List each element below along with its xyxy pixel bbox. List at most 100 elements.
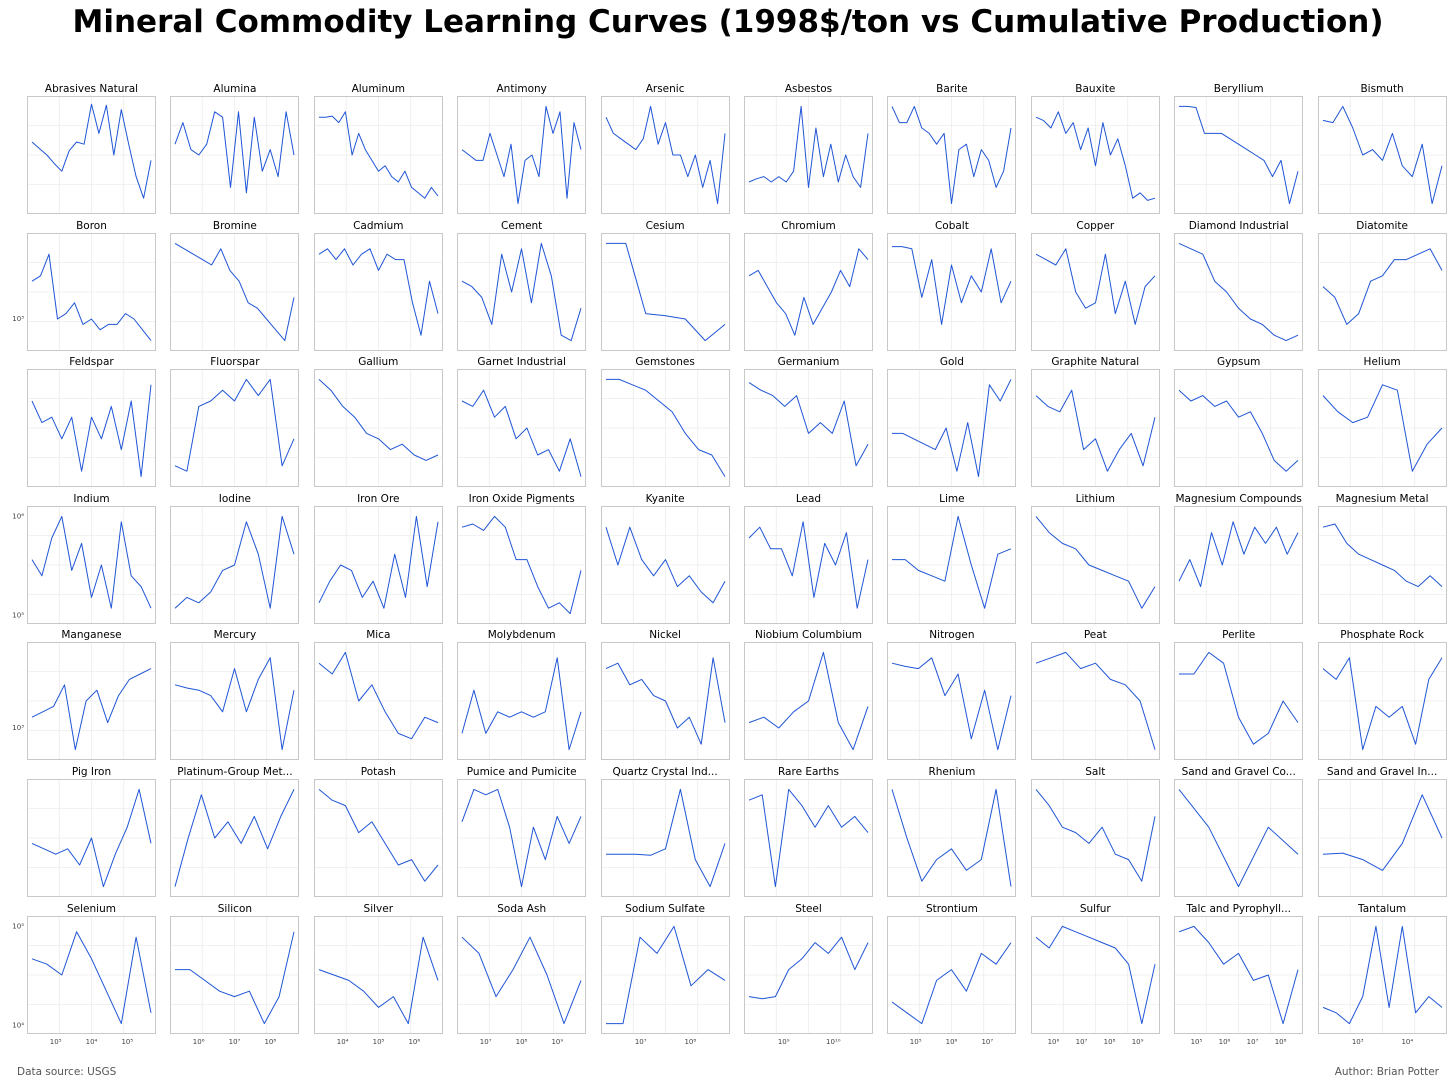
panel-plot: 10⁴ 10⁵ 10⁶ bbox=[313, 915, 443, 1046]
series-line bbox=[891, 788, 1012, 887]
x-tick-label: 10⁵ bbox=[1191, 1038, 1203, 1046]
panel-title: Bismuth bbox=[1360, 83, 1404, 95]
series-line bbox=[748, 382, 869, 467]
series-line bbox=[748, 247, 869, 336]
panel-title: Boron bbox=[76, 219, 107, 232]
series-line bbox=[175, 931, 295, 1024]
panel-frame bbox=[600, 505, 730, 624]
panel-title: Germanium bbox=[777, 356, 840, 369]
panel-plot bbox=[1030, 505, 1160, 624]
series-line bbox=[1178, 242, 1299, 341]
series-line bbox=[461, 657, 582, 751]
panel-plot bbox=[1174, 369, 1304, 488]
x-tick-label: 10⁸ bbox=[1103, 1038, 1115, 1046]
panel-frame bbox=[1317, 96, 1447, 214]
panel-plot: 10⁹ 10¹⁰ bbox=[744, 915, 873, 1046]
panel-title: Copper bbox=[1076, 219, 1115, 232]
panel-title: Alumina bbox=[213, 83, 257, 95]
series-line bbox=[1322, 523, 1442, 587]
panel-plot bbox=[1317, 232, 1447, 351]
panel-plot bbox=[170, 96, 300, 214]
panel-plot bbox=[1030, 369, 1160, 488]
panel-frame bbox=[1174, 96, 1304, 214]
panel-plot bbox=[600, 505, 730, 624]
series-line bbox=[1178, 789, 1299, 888]
panel-title: Selenium bbox=[67, 902, 116, 915]
panel-frame bbox=[27, 96, 156, 214]
series-line bbox=[1322, 105, 1443, 205]
series-line bbox=[605, 242, 725, 341]
panel-frame bbox=[1317, 232, 1447, 351]
panel-title: Fluorspar bbox=[210, 356, 260, 369]
panel-frame bbox=[887, 505, 1017, 624]
series-line bbox=[461, 242, 582, 341]
panel-frame bbox=[887, 779, 1017, 897]
x-tick-label: 10⁸ bbox=[516, 1038, 528, 1046]
panel-title: Pig Iron bbox=[71, 766, 112, 778]
panel-frame bbox=[744, 915, 873, 1034]
panel-plot bbox=[887, 642, 1017, 761]
panel-title: Platinum-Group Met... bbox=[177, 766, 293, 778]
panel-frame bbox=[600, 232, 730, 351]
panel-plot: 10³ bbox=[12, 232, 156, 351]
panel-frame bbox=[1174, 915, 1304, 1034]
panel-plot bbox=[170, 369, 300, 488]
panel-plot bbox=[27, 96, 156, 214]
series-line bbox=[174, 789, 295, 887]
series-line bbox=[892, 379, 1012, 478]
panel-title: Manganese bbox=[61, 629, 122, 642]
panel-plot bbox=[1030, 232, 1160, 351]
series-line bbox=[31, 668, 152, 751]
panel-frame bbox=[744, 369, 873, 488]
x-tick-label: 10⁸ bbox=[684, 1038, 696, 1046]
series-line bbox=[31, 788, 152, 888]
panel-title: Pumice and Pumicite bbox=[466, 766, 577, 778]
panel-frame bbox=[1317, 505, 1447, 624]
panel-title: Nickel bbox=[649, 629, 681, 642]
panel-frame bbox=[27, 369, 156, 488]
series-line bbox=[605, 379, 726, 478]
panel-frame bbox=[1030, 779, 1160, 897]
series-line bbox=[1035, 925, 1156, 1024]
y-tick-label: 10⁵ bbox=[12, 611, 24, 619]
chart-title: Mineral Commodity Learning Curves (1998$… bbox=[72, 4, 1384, 40]
panel-frame bbox=[457, 505, 587, 624]
panel-plot bbox=[744, 779, 873, 897]
x-tick-label: 10⁹ bbox=[552, 1038, 564, 1046]
panel-title: Mercury bbox=[213, 629, 257, 642]
series-line bbox=[1035, 111, 1155, 201]
panel-frame bbox=[1317, 915, 1447, 1034]
panel-frame bbox=[1174, 369, 1304, 488]
series-line bbox=[1178, 521, 1299, 587]
panel-plot bbox=[744, 642, 873, 761]
panel-title: Rare Earths bbox=[777, 766, 839, 778]
panel-plot: 10³ 10⁴ bbox=[1317, 915, 1447, 1046]
x-tick-label: 10⁷ bbox=[480, 1038, 492, 1046]
panel-frame bbox=[887, 232, 1017, 351]
x-tick-label: 10³ bbox=[1351, 1038, 1363, 1046]
panel-title: Gypsum bbox=[1217, 356, 1261, 369]
panel-plot bbox=[887, 232, 1017, 351]
panel-plot bbox=[887, 505, 1017, 624]
panel-frame bbox=[27, 779, 156, 897]
panel-title: Lithium bbox=[1075, 492, 1115, 505]
panel-title: Sodium Sulfate bbox=[625, 902, 706, 915]
panel-plot bbox=[600, 96, 730, 214]
series-line bbox=[31, 515, 152, 609]
panel-frame bbox=[313, 232, 443, 351]
panel-plot: 10³ bbox=[12, 642, 156, 761]
x-tick-label: 10⁴ bbox=[337, 1038, 349, 1046]
y-tick-label: 10⁵ bbox=[12, 922, 24, 930]
series-line bbox=[461, 936, 582, 1024]
panel-plot bbox=[1174, 232, 1304, 351]
series-line bbox=[31, 103, 152, 199]
x-tick-label: 10⁸ bbox=[1275, 1038, 1287, 1046]
panel-frame bbox=[600, 779, 730, 897]
panel-frame bbox=[1317, 642, 1447, 761]
panel-plot bbox=[313, 369, 443, 488]
panel-plot: 10⁶ 10⁷ 10⁸ bbox=[170, 915, 300, 1046]
panel-title: Bromine bbox=[212, 219, 257, 232]
series-line bbox=[175, 379, 295, 472]
panel-frame bbox=[1174, 232, 1304, 351]
